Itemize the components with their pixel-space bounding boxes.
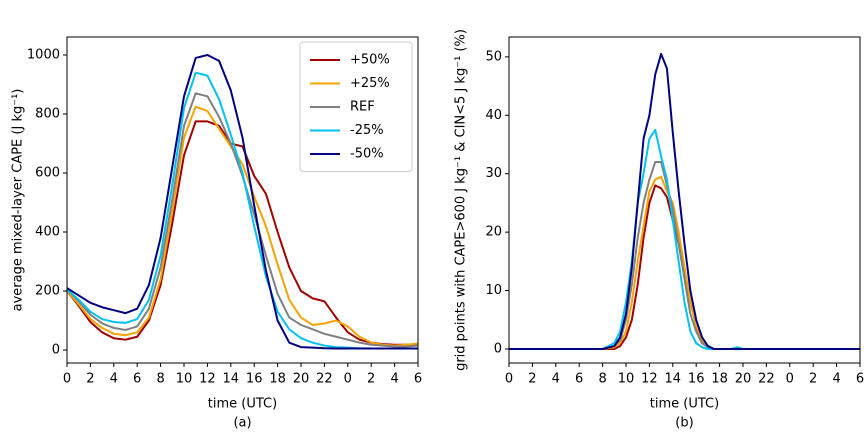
x-tick-label: 12 [199, 372, 216, 387]
axes-frame [508, 36, 861, 364]
legend-label: +25% [350, 76, 390, 91]
y-tick-label: 40 [485, 108, 502, 123]
x-tick-label: 20 [735, 372, 752, 387]
caption: (b) [675, 416, 693, 431]
x-tick-label: 6 [856, 372, 864, 387]
x-tick-label: 0 [505, 372, 513, 387]
x-tick-label: 22 [316, 372, 333, 387]
x-tick-label: 4 [552, 372, 560, 387]
y-tick-label: 0 [52, 343, 60, 358]
x-tick-label: 6 [133, 372, 141, 387]
caption: (a) [233, 416, 251, 431]
x-tick-label: 4 [110, 372, 118, 387]
y-tick-label: 20 [485, 225, 502, 240]
x-tick-label: 10 [176, 372, 193, 387]
x-tick-label: 8 [598, 372, 606, 387]
series-line [66, 105, 419, 347]
x-tick-label: 14 [665, 372, 682, 387]
series-line [509, 161, 860, 350]
legend-label: +50% [350, 53, 390, 68]
y-tick-label: 1000 [27, 47, 60, 62]
x-tick-label: 18 [269, 372, 286, 387]
series-line [509, 175, 860, 350]
x-tick-label: 2 [528, 372, 536, 387]
x-tick-label: 2 [809, 372, 817, 387]
x-tick-label: 4 [832, 372, 840, 387]
x-axis-label: time (UTC) [208, 397, 277, 412]
x-tick-label: 6 [414, 372, 422, 387]
x-tick-label: 6 [575, 372, 583, 387]
x-tick-label: 14 [223, 372, 240, 387]
y-axis-label: grid points with CAPE>600 J kg⁻¹ & CIN<5… [454, 29, 469, 371]
x-tick-label: 0 [786, 372, 794, 387]
x-tick-label: 18 [711, 372, 728, 387]
x-tick-label: 12 [641, 372, 658, 387]
x-tick-label: 2 [86, 372, 94, 387]
legend-label: REF [350, 100, 375, 115]
legend-label: -25% [350, 123, 384, 138]
x-tick-label: 0 [344, 372, 352, 387]
x-axis-label: time (UTC) [650, 397, 719, 412]
y-tick-label: 10 [485, 283, 502, 298]
axes-frame [66, 36, 419, 364]
series-line [66, 120, 418, 346]
x-tick-label: 8 [156, 372, 164, 387]
y-tick-label: 800 [35, 107, 60, 122]
x-tick-label: 0 [63, 372, 71, 387]
x-tick-label: 10 [618, 372, 635, 387]
y-tick-label: 200 [35, 284, 60, 299]
series-line [66, 54, 418, 350]
x-tick-label: 22 [758, 372, 775, 387]
y-tick-label: 400 [35, 225, 60, 240]
y-tick-label: 600 [35, 166, 60, 181]
y-tick-label: 0 [494, 341, 502, 356]
x-tick-label: 16 [246, 372, 263, 387]
y-axis-label: average mixed-layer CAPE (J kg⁻¹) [11, 89, 26, 312]
series-line [509, 52, 860, 350]
x-tick-label: 4 [390, 372, 398, 387]
y-tick-label: 30 [485, 166, 502, 181]
x-tick-label: 16 [688, 372, 705, 387]
x-tick-label: 2 [367, 372, 375, 387]
y-tick-label: 50 [485, 49, 502, 64]
x-tick-label: 20 [293, 372, 310, 387]
legend-label: -50% [350, 147, 384, 162]
legend-box [299, 41, 413, 172]
